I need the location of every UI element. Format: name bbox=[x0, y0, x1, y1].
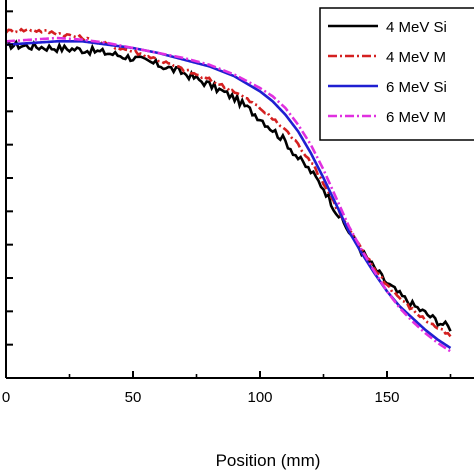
legend-label: 4 MeV M bbox=[386, 49, 446, 66]
series-line-4 bbox=[6, 36, 452, 353]
legend-label: 6 MeV Si bbox=[386, 79, 447, 96]
legend-label: 6 MeV M bbox=[386, 109, 446, 126]
legend-label: 4 MeV Si bbox=[386, 19, 447, 36]
x-tick-label: 100 bbox=[247, 389, 272, 406]
series-line-3 bbox=[6, 40, 452, 350]
series-line-2 bbox=[6, 27, 452, 338]
legend-box bbox=[319, 7, 474, 141]
x-tick-label: 50 bbox=[125, 389, 142, 406]
x-axis-title: Position (mm) bbox=[216, 451, 321, 470]
x-tick-label: 150 bbox=[374, 389, 399, 406]
x-tick-label: 0 bbox=[2, 389, 10, 406]
legend: 4 MeV Si 4 MeV M 6 MeV Si 6 MeV M bbox=[319, 7, 474, 141]
series-layer bbox=[6, 27, 452, 353]
axes-layer: 0 50 100 150 bbox=[2, 0, 474, 406]
